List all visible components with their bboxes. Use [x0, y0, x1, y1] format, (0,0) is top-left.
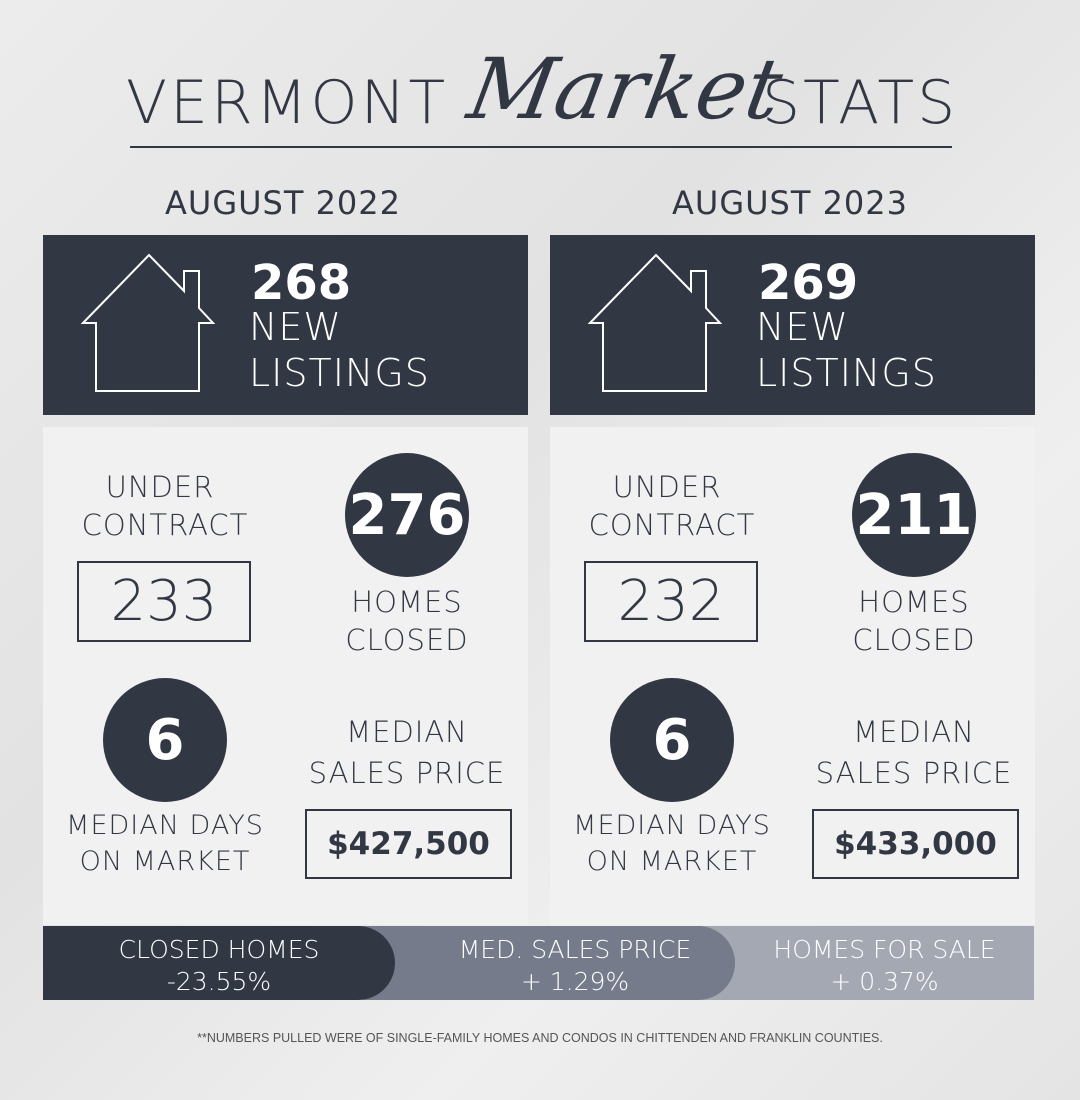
house-icon	[80, 253, 216, 392]
house-icon	[587, 253, 723, 392]
change-med-sales-price: MED. SALES PRICE + 1.29%	[363, 926, 735, 1000]
median-price-label-2: SALES PRICE	[308, 756, 506, 790]
new-listings-value: 268	[251, 255, 352, 311]
homes-closed-label-1: HOMES	[858, 585, 970, 619]
homes-closed-value: 211	[852, 453, 976, 577]
under-contract-label-2: CONTRACT	[81, 508, 249, 542]
homes-closed-label-2: CLOSED	[345, 623, 469, 657]
new-listings-label-1: NEW	[756, 305, 850, 349]
change-label: HOMES FOR SALE	[773, 935, 996, 964]
new-listings-label-2: LISTINGS	[249, 351, 430, 395]
median-price-value: $433,000	[812, 809, 1019, 879]
title-underline	[130, 146, 952, 148]
title-market-script: Market	[461, 40, 790, 138]
new-listings-label-2: LISTINGS	[756, 351, 937, 395]
days-on-market-label-1: MEDIAN DAYS	[66, 810, 264, 841]
under-contract-value: 232	[584, 561, 758, 642]
median-price-label-2: SALES PRICE	[815, 756, 1013, 790]
homes-closed-label-2: CLOSED	[852, 623, 976, 657]
median-price-label-1: MEDIAN	[346, 715, 468, 749]
new-listings-box: 269 NEW LISTINGS	[550, 235, 1035, 415]
homes-closed-value: 276	[345, 453, 469, 577]
under-contract-label-1: UNDER	[612, 470, 722, 504]
change-value: + 0.37%	[830, 967, 939, 996]
days-on-market-label-1: MEDIAN DAYS	[573, 810, 771, 841]
stats-panel: UNDER CONTRACT 232 211 HOMES CLOSED 6 ME…	[550, 427, 1035, 925]
change-value: -23.55%	[166, 967, 272, 996]
median-price-label-1: MEDIAN	[853, 715, 975, 749]
change-homes-for-sale: HOMES FOR SALE + 0.37%	[735, 926, 1034, 1000]
days-on-market-label-2: ON MARKET	[586, 846, 758, 877]
title-vermont: VERMONT	[126, 68, 449, 138]
days-on-market-value: 6	[103, 678, 227, 802]
new-listings-value: 269	[758, 255, 859, 311]
homes-closed-label-1: HOMES	[351, 585, 463, 619]
days-on-market-label-2: ON MARKET	[79, 846, 251, 877]
change-closed-homes: CLOSED HOMES -23.55%	[43, 926, 395, 1000]
footnote: **NUMBERS PULLED WERE OF SINGLE-FAMILY H…	[197, 1031, 883, 1045]
new-listings-label-1: NEW	[249, 305, 343, 349]
change-label: CLOSED HOMES	[118, 935, 320, 964]
stats-panel: UNDER CONTRACT 233 276 HOMES CLOSED 6 ME…	[43, 427, 528, 925]
under-contract-label-1: UNDER	[105, 470, 215, 504]
new-listings-box: 268 NEW LISTINGS	[43, 235, 528, 415]
change-label: MED. SALES PRICE	[458, 935, 692, 964]
change-summary-bar: MED. SALES PRICE + 1.29% CLOSED HOMES -2…	[43, 926, 1034, 1000]
under-contract-value: 233	[77, 561, 251, 642]
period-heading: AUGUST 2023	[672, 184, 908, 222]
under-contract-label-2: CONTRACT	[588, 508, 756, 542]
days-on-market-value: 6	[610, 678, 734, 802]
change-value: + 1.29%	[520, 967, 630, 996]
period-heading: AUGUST 2022	[165, 184, 401, 222]
median-price-value: $427,500	[305, 809, 512, 879]
title-stats: STATS	[762, 68, 959, 138]
